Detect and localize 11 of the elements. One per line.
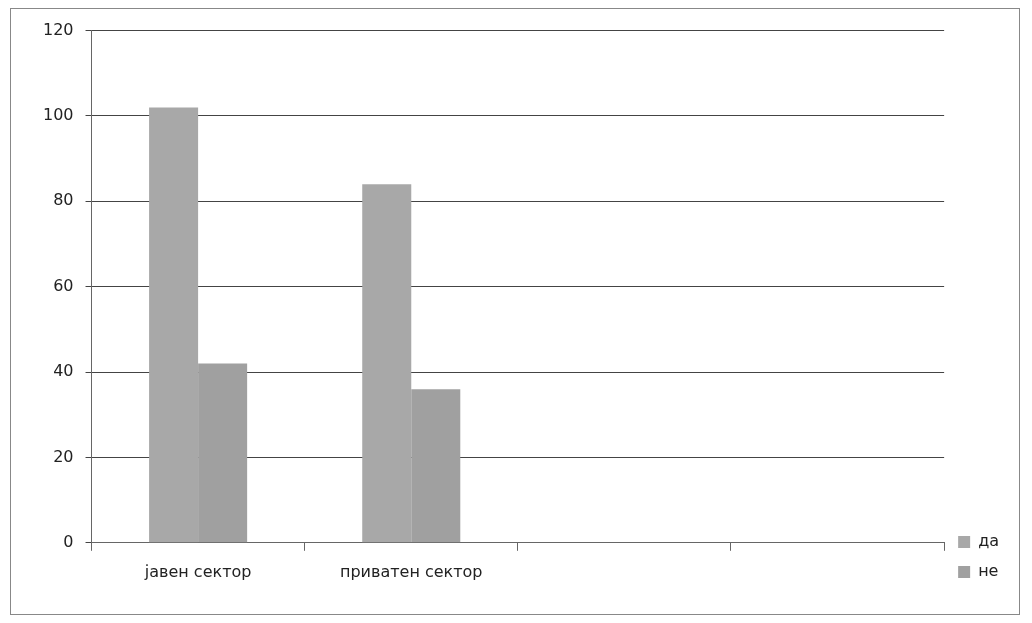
- y-tick-label: 120: [42, 19, 74, 39]
- x-tick-label: приватен сектор: [340, 561, 483, 581]
- y-tick-label: 0: [63, 531, 74, 551]
- y-tick-label: 20: [53, 446, 74, 466]
- x-tick-label: јавен сектор: [143, 561, 252, 581]
- legend-label: да: [978, 531, 1000, 551]
- y-tick-label: 100: [42, 105, 74, 125]
- y-tick-label: 60: [53, 275, 74, 295]
- y-tick-label: 40: [53, 361, 74, 381]
- legend-label: не: [978, 561, 999, 581]
- y-tick-label: 80: [53, 190, 74, 210]
